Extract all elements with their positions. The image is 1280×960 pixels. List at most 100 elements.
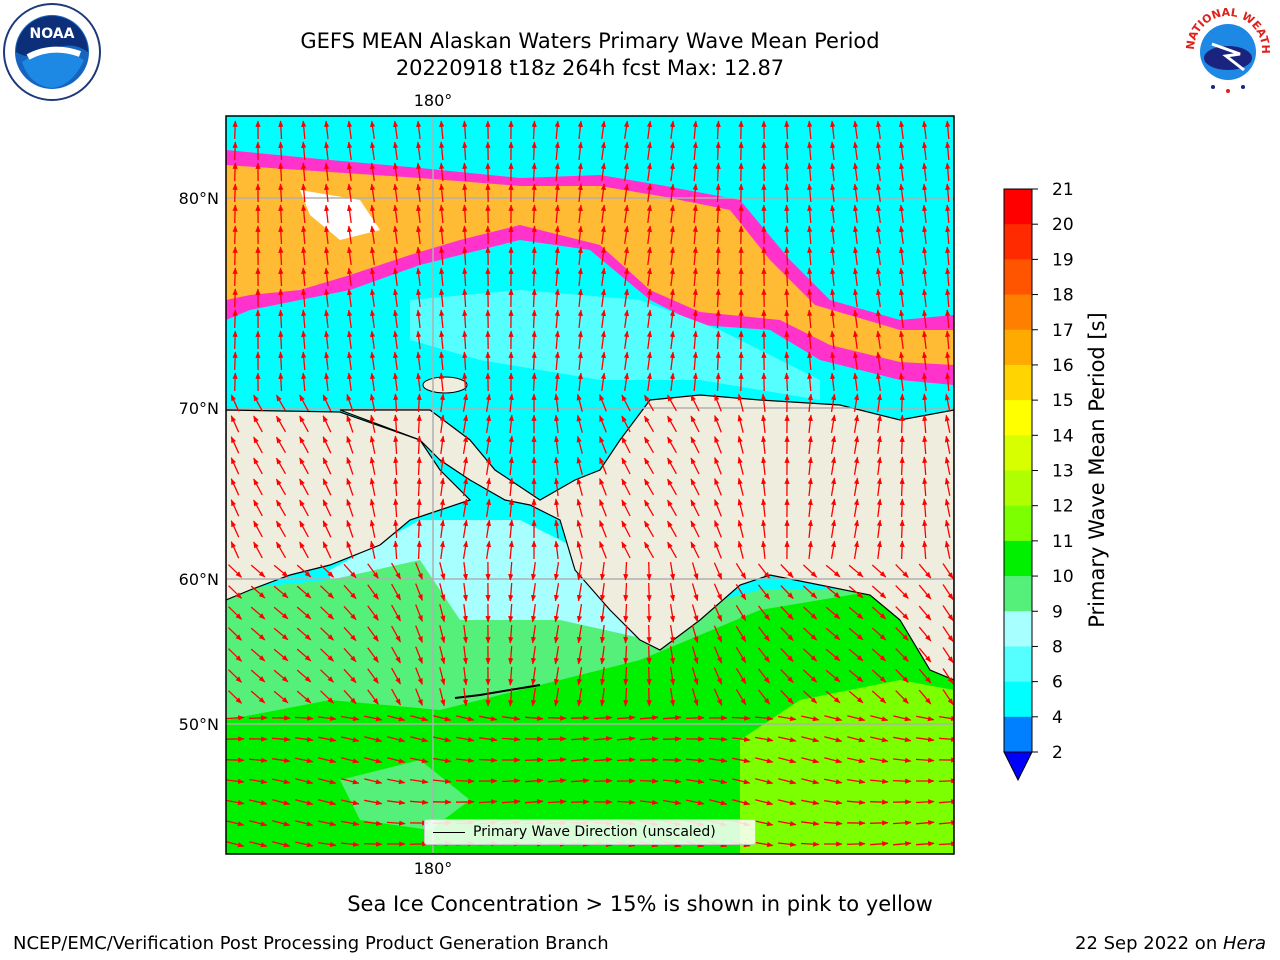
wave-direction-arrow [346,435,354,454]
wave-direction-arrow [780,606,794,620]
wave-direction-arrow [853,246,859,265]
wave-direction-arrow [667,436,677,454]
wave-direction-arrow [322,541,332,559]
wave-direction-arrow [232,267,238,287]
wave-direction-arrow [508,561,514,581]
wave-direction-arrow [318,820,337,827]
wave-direction-arrow [570,799,590,805]
wave-direction-arrow [554,246,560,266]
wave-direction-arrow [530,604,537,623]
wave-direction-arrow [301,120,307,140]
wave-direction-arrow [369,351,376,370]
wave-direction-arrow [669,582,676,602]
wave-direction-arrow [228,564,242,578]
wave-direction-arrow [918,626,932,642]
wave-direction-arrow [942,584,954,601]
wave-direction-arrow [915,757,935,763]
wave-direction-arrow [576,519,583,538]
wave-direction-arrow [432,778,452,784]
colorbar-tick-label: 12 [1052,497,1074,517]
wave-direction-arrow [714,456,722,475]
wave-direction-arrow [341,757,360,764]
wave-direction-arrow [462,519,469,539]
wave-direction-arrow [531,183,537,203]
wave-direction-arrow [848,627,864,641]
wave-direction-arrow [830,351,836,370]
wave-direction-arrow [462,330,468,350]
wave-direction-arrow [893,715,912,722]
colorbar-tick-label: 16 [1052,356,1074,376]
wave-direction-arrow [600,267,606,286]
wave-direction-arrow [807,162,813,182]
wave-direction-arrow [621,541,631,559]
wave-direction-arrow [807,330,813,350]
wave-direction-arrow [250,564,266,578]
colorbar-segment [1004,400,1032,436]
wave-direction-arrow [570,778,590,784]
wave-direction-arrow [715,309,721,329]
wave-direction-arrow [599,435,607,454]
wave-direction-arrow [871,648,887,662]
wave-direction-arrow [848,585,864,599]
colorbar-tick-label: 21 [1052,180,1074,200]
wave-direction-arrow [530,583,537,602]
wave-direction-arrow [318,799,337,806]
wave-direction-arrow [830,393,837,413]
wave-direction-arrow [780,669,794,683]
wave-direction-arrow [346,498,354,517]
wave-direction-arrow [895,585,909,599]
wave-direction-arrow [508,498,514,518]
wave-direction-arrow [616,757,636,763]
wave-direction-arrow [761,414,767,433]
wave-direction-arrow [669,372,675,391]
wave-direction-arrow [531,204,537,224]
wave-direction-arrow [278,309,284,329]
chart-title: GEFS MEAN Alaskan Waters Primary Wave Me… [300,29,880,53]
wave-direction-arrow [690,499,700,517]
wave-direction-arrow [439,351,445,371]
wave-direction-arrow [369,204,376,223]
wave-direction-arrow [439,309,445,329]
wave-direction-arrow [623,246,630,265]
wave-direction-arrow [415,688,423,707]
wave-direction-arrow [944,456,951,475]
wave-direction-arrow [938,841,954,847]
wave-direction-arrow [853,267,859,286]
wave-direction-arrow [271,736,291,742]
wave-direction-arrow [667,415,677,433]
wave-direction-arrow [230,541,240,559]
wave-direction-arrow [369,519,376,538]
wave-direction-arrow [249,799,268,806]
wave-direction-arrow [830,309,836,328]
wave-direction-arrow [899,309,905,328]
wave-direction-arrow [640,799,659,805]
wave-direction-arrow [801,757,820,764]
wave-direction-arrow [439,498,445,517]
wave-direction-arrow [485,414,492,434]
wave-direction-arrow [393,540,399,560]
wave-direction-arrow [369,498,376,517]
wave-direction-arrow [691,667,699,686]
wave-direction-arrow [735,562,747,580]
wave-direction-arrow [508,687,514,707]
wave-direction-arrow [713,688,723,706]
colorbar-segment [1004,189,1032,225]
wave-direction-arrow [576,624,583,644]
wave-direction-arrow [778,841,797,847]
wave-direction-arrow [278,267,284,287]
wave-direction-arrow [226,799,245,806]
wave-direction-arrow [439,267,445,287]
wave-direction-arrow [343,689,357,705]
wave-direction-arrow [830,414,837,434]
wave-direction-arrow [324,246,330,265]
wave-direction-arrow [462,625,468,644]
wave-direction-arrow [416,372,422,391]
wave-direction-arrow [278,351,284,371]
wave-direction-arrow [761,435,767,454]
wave-direction-arrow [439,519,445,538]
wave-direction-arrow [347,204,353,223]
wave-direction-arrow [692,183,698,203]
wave-direction-arrow [667,478,677,496]
wave-direction-arrow [623,645,629,665]
wave-direction-arrow [322,394,332,412]
